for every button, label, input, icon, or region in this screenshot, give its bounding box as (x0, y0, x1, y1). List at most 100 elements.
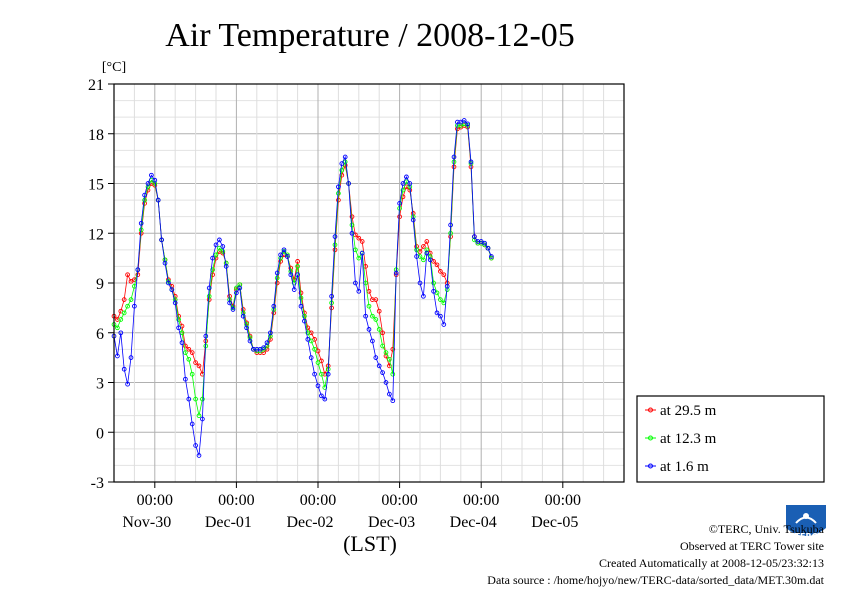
y-axis-unit-label: [°C] (102, 60, 126, 75)
data-point (210, 267, 215, 273)
data-point (142, 192, 147, 198)
data-point (472, 234, 477, 239)
data-point (353, 280, 358, 286)
data-point (115, 325, 120, 331)
data-point (115, 353, 120, 359)
data-point (247, 338, 253, 344)
data-point (349, 222, 355, 228)
data-point (370, 313, 375, 319)
y-tick-label: 21 (88, 77, 104, 94)
data-point (468, 159, 474, 165)
data-point (363, 313, 368, 319)
data-point (196, 363, 202, 369)
data-point (193, 360, 198, 365)
data-point (380, 343, 385, 349)
data-point (213, 252, 219, 258)
x-axis-label: (LST) (343, 531, 397, 556)
data-point (295, 264, 300, 269)
data-point (183, 343, 188, 349)
data-point (387, 356, 392, 362)
data-point (312, 346, 317, 352)
x-tick-day-label: Dec-03 (368, 514, 415, 531)
data-point (149, 172, 154, 178)
data-point (400, 187, 406, 193)
data-point (383, 350, 389, 355)
data-point (421, 293, 426, 299)
data-point (230, 307, 236, 312)
data-point (319, 371, 324, 377)
data-point (261, 345, 266, 351)
data-point (121, 297, 127, 302)
data-point (485, 245, 491, 251)
data-point (264, 340, 270, 346)
data-point (179, 340, 185, 346)
data-point (376, 363, 382, 369)
data-point (366, 327, 372, 332)
grid-lines (113, 83, 625, 483)
data-point (169, 287, 175, 292)
x-tick-day-label: Dec-05 (531, 514, 578, 531)
data-point (356, 235, 362, 241)
data-point (193, 443, 198, 448)
terc-logo-drop-icon (803, 513, 809, 519)
data-point (196, 453, 202, 458)
y-tick-label: 3 (96, 376, 104, 393)
data-point (200, 396, 205, 402)
data-point (166, 280, 171, 286)
data-point (118, 317, 124, 322)
data-point (125, 381, 130, 387)
y-tick-label: -3 (91, 475, 104, 492)
data-point (410, 217, 416, 223)
data-point (302, 313, 307, 319)
data-point (220, 244, 226, 249)
data-point (268, 330, 273, 336)
data-point (390, 398, 396, 404)
data-point (424, 250, 430, 256)
chart-title: Air Temperature / 2008-12-05 (165, 17, 575, 54)
data-point (356, 288, 362, 294)
data-point (217, 237, 222, 243)
data-point (421, 257, 426, 263)
data-point (308, 355, 314, 360)
data-point (339, 161, 345, 166)
legend-label: at 12.3 m (660, 431, 717, 447)
series-line (113, 125, 492, 376)
data-point (176, 317, 181, 322)
legend-swatch-marker (648, 463, 653, 469)
x-axis: 00:00 Nov-30 00:00 Dec-01 00:00 Dec-02 00:00 De… (122, 482, 581, 531)
data-point (234, 290, 239, 296)
data-point (451, 154, 457, 160)
footer-site: Observed at TERC Tower site (680, 539, 824, 553)
x-tick-day-label: Dec-02 (286, 514, 333, 531)
data-point (152, 177, 158, 183)
data-point (186, 346, 192, 352)
data-point (339, 167, 345, 173)
data-point (132, 303, 137, 309)
data-point (298, 303, 304, 309)
data-point (346, 181, 351, 186)
data-point (189, 371, 195, 377)
data-point (189, 421, 195, 427)
data-point (414, 254, 419, 259)
data-point (438, 269, 443, 274)
data-point (183, 376, 188, 382)
data-point (397, 201, 402, 206)
y-tick-label: 0 (96, 425, 104, 442)
data-point (274, 270, 280, 276)
data-point (220, 249, 226, 254)
data-point (121, 366, 127, 372)
data-point (302, 318, 307, 324)
y-tick-label: 18 (88, 127, 104, 144)
data-point (145, 181, 151, 186)
data-point (319, 393, 324, 399)
data-point (285, 254, 290, 259)
data-point (186, 396, 192, 402)
x-tick-time-label: 00:00 (137, 492, 173, 509)
data-point (305, 330, 311, 336)
legend-box (636, 395, 825, 483)
data-point (200, 416, 205, 422)
data-point (213, 242, 219, 248)
data-point (370, 338, 375, 344)
footer-source: Data source : /home/hojyo/new/TERC-data/… (487, 573, 824, 587)
